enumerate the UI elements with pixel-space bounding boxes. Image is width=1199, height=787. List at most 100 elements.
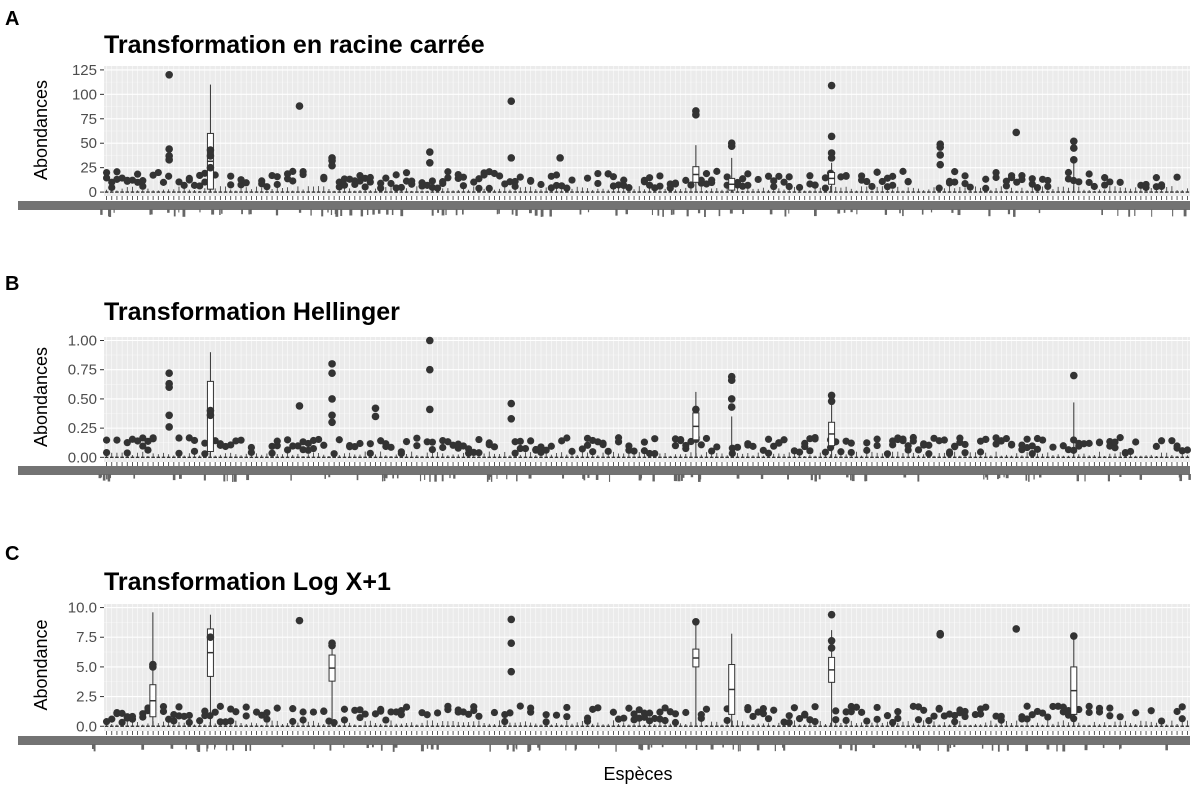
- outlier-point: [134, 170, 142, 178]
- x-tick-label-fragment: [1056, 744, 1058, 752]
- outlier-point: [444, 702, 452, 710]
- highlight-species: [1069, 371, 1078, 458]
- highlight-species: [556, 154, 564, 162]
- y-tick-label: 50: [80, 135, 97, 152]
- y-tick-label: 0.75: [68, 362, 97, 379]
- outlier-point: [1039, 709, 1047, 717]
- outlier-point: [206, 152, 215, 160]
- outlier-point: [863, 439, 871, 447]
- x-tick-label-fragment: [534, 209, 538, 216]
- outlier-point: [832, 707, 840, 715]
- panel-b-ylabel: Abondances: [31, 347, 51, 447]
- outlier-point: [408, 177, 416, 185]
- outlier-point: [459, 173, 468, 181]
- outlier-point: [139, 442, 147, 450]
- highlight-species: [206, 352, 215, 458]
- x-tick-label-fragment: [774, 744, 776, 752]
- outlier-point: [594, 704, 602, 712]
- outlier-point: [315, 435, 323, 444]
- outlier-point: [692, 618, 700, 626]
- outlier-point: [149, 663, 157, 671]
- x-tick-label-fragment: [582, 474, 584, 479]
- highlight-species: [426, 148, 434, 167]
- boxplots: [102, 336, 1192, 459]
- x-tick-label-fragment: [360, 209, 364, 217]
- outlier-point: [201, 712, 209, 720]
- y-tick-label: 0.00: [68, 449, 97, 466]
- highlight-species: [936, 140, 945, 169]
- outlier-point: [966, 183, 974, 191]
- outlier-point: [123, 449, 131, 457]
- outlier-point: [1028, 711, 1036, 719]
- x-tick-label-fragment: [1119, 474, 1122, 478]
- x-tick-label-fragment: [198, 744, 200, 749]
- outlier-point: [936, 160, 945, 169]
- outlier-point: [727, 403, 736, 411]
- outlier-point: [371, 412, 380, 421]
- outlier-point: [382, 716, 390, 724]
- panel-c-title: Transformation Log X+1: [104, 568, 391, 596]
- x-tick-label-fragment: [677, 474, 681, 482]
- outlier-point: [630, 710, 638, 718]
- x-tick-label-fragment: [400, 209, 404, 217]
- x-tick-label-fragment: [737, 744, 739, 752]
- outlier-point: [914, 716, 923, 724]
- outlier-point: [982, 435, 990, 444]
- x-tick-label-fragment: [695, 744, 698, 751]
- outlier-point: [677, 437, 685, 445]
- outlier-point: [961, 172, 969, 180]
- outlier-point: [185, 176, 193, 184]
- outlier-point: [206, 163, 215, 172]
- outlier-point: [976, 448, 985, 456]
- x-tick-label-fragment: [782, 744, 784, 748]
- x-tick-label-fragment: [232, 474, 234, 482]
- highlight-species: [371, 404, 380, 421]
- x-tick-label-fragment: [343, 744, 345, 748]
- x-tick-label-fragment: [434, 474, 437, 482]
- outlier-point: [242, 703, 250, 711]
- outlier-point: [201, 439, 209, 447]
- outlier-point: [951, 443, 959, 451]
- outlier-point: [490, 443, 499, 451]
- outlier-point: [873, 715, 881, 723]
- outlier-point: [661, 716, 669, 725]
- outlier-point: [154, 168, 162, 177]
- outlier-point: [614, 434, 623, 442]
- outlier-point: [128, 712, 137, 721]
- x-tick-label-fragment: [329, 744, 332, 751]
- outlier-point: [1069, 156, 1078, 164]
- outlier-point: [770, 177, 778, 185]
- x-tick-label-fragment: [638, 744, 641, 750]
- outlier-point: [206, 146, 215, 154]
- outlier-point: [961, 440, 969, 449]
- outlier-point: [997, 716, 1005, 724]
- outlier-point: [439, 443, 447, 452]
- x-tick-label-fragment: [507, 744, 509, 750]
- outlier-point: [780, 178, 788, 186]
- outlier-point: [1028, 175, 1036, 183]
- x-tick-label-fragment: [441, 474, 444, 482]
- outlier-point: [961, 712, 969, 721]
- x-tick-label-fragment: [884, 209, 888, 215]
- outlier-point: [671, 718, 680, 727]
- x-tick-label-fragment: [814, 474, 817, 482]
- outlier-point: [516, 437, 524, 445]
- outlier-point: [201, 178, 209, 186]
- x-tick-label-fragment: [372, 744, 374, 748]
- outlier-point: [289, 442, 297, 450]
- outlier-point: [108, 715, 116, 723]
- outlier-point: [1152, 442, 1160, 451]
- x-tick-label-fragment: [91, 744, 95, 749]
- outlier-point: [139, 182, 147, 190]
- x-tick-label-fragment: [957, 209, 961, 216]
- outlier-point: [556, 154, 564, 162]
- outlier-point: [185, 711, 193, 720]
- y-tick-label: 25: [80, 160, 97, 177]
- outlier-point: [878, 177, 886, 186]
- outlier-point: [806, 172, 814, 180]
- outlier-point: [982, 703, 990, 711]
- outlier-point: [1111, 438, 1119, 446]
- outlier-point: [1090, 182, 1098, 191]
- outlier-point: [507, 399, 516, 408]
- x-tick-label-fragment: [391, 209, 394, 216]
